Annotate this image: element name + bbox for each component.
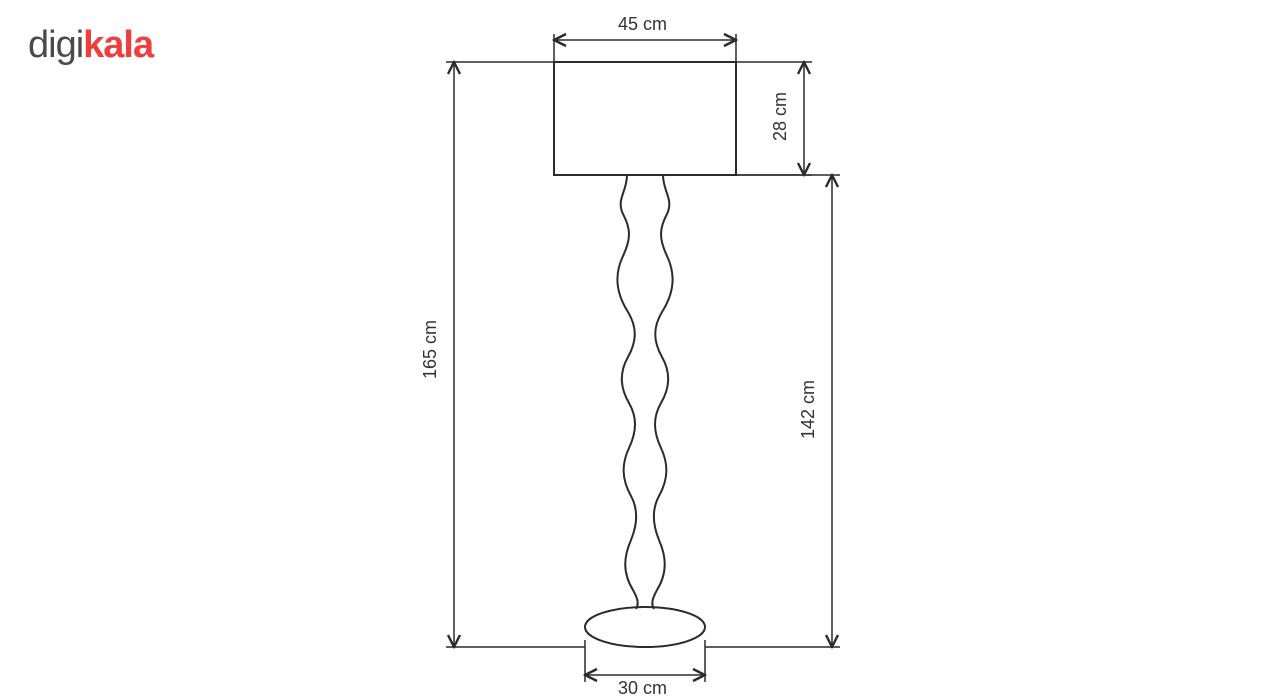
lamp-stem-left — [617, 175, 637, 609]
label-shade-height: 28 cm — [770, 92, 791, 141]
label-stem-height: 142 cm — [798, 380, 819, 439]
lamp-base — [585, 607, 705, 647]
label-base-width: 30 cm — [618, 678, 667, 699]
lamp-stem-right — [652, 175, 672, 609]
lamp-shade — [554, 62, 736, 175]
diagram-canvas: digikala — [0, 0, 1280, 700]
label-total-height: 165 cm — [420, 320, 441, 379]
lamp-diagram-svg — [0, 0, 1280, 700]
label-shade-width: 45 cm — [618, 14, 667, 35]
